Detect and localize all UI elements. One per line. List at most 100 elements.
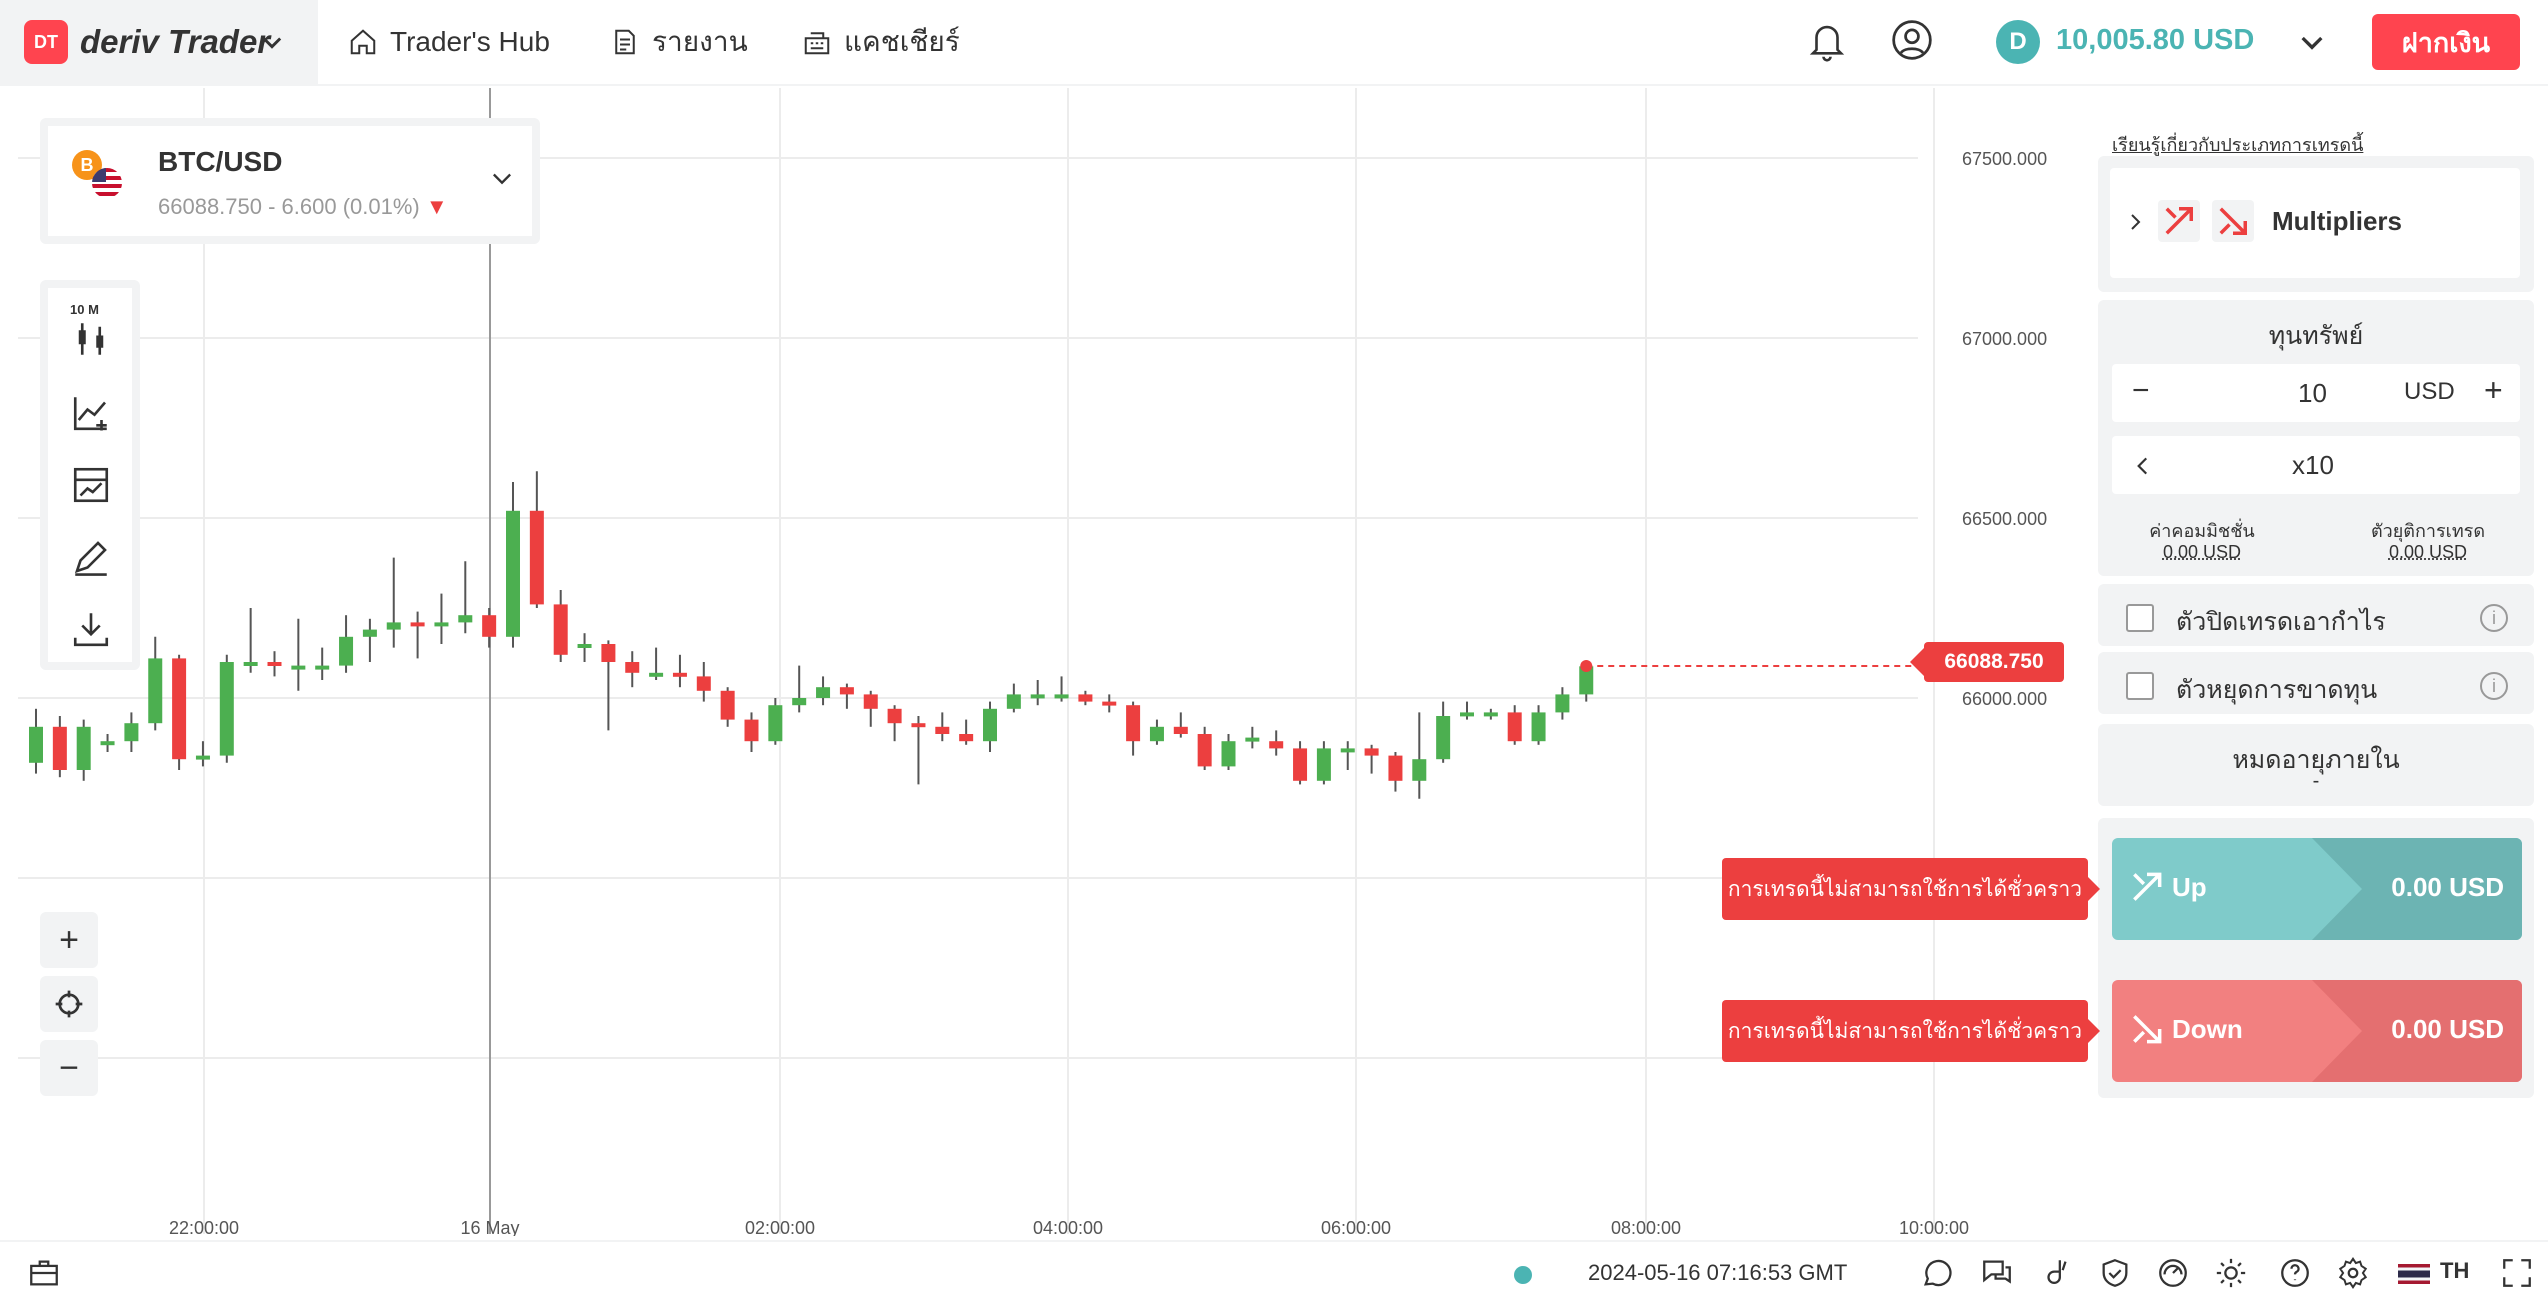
currency-coin-icon: D bbox=[1996, 20, 2040, 64]
candle-body bbox=[696, 676, 711, 691]
candle-body bbox=[482, 615, 497, 637]
y-axis-tick-label: 67500.000 bbox=[1962, 149, 2047, 169]
candle-body bbox=[887, 708, 902, 724]
y-axis-tick-label: 66000.000 bbox=[1962, 689, 2047, 709]
network-status-icon[interactable] bbox=[2156, 1256, 2190, 1290]
templates-icon[interactable] bbox=[70, 464, 112, 506]
candle-body bbox=[1460, 712, 1474, 717]
candle-body bbox=[649, 672, 664, 677]
stop-loss-checkbox[interactable] bbox=[2126, 672, 2154, 700]
responsible-trading-icon[interactable] bbox=[2098, 1256, 2132, 1290]
fullscreen-icon[interactable] bbox=[2500, 1256, 2534, 1290]
learn-trade-type-link[interactable]: เรียนรู้เกี่ยวกับประเภทการเทรดนี้ bbox=[2112, 135, 2364, 155]
candle-body bbox=[386, 622, 401, 630]
candle-body bbox=[1078, 694, 1093, 702]
chevron-down-icon[interactable] bbox=[2296, 26, 2328, 58]
info-icon[interactable]: i bbox=[2480, 604, 2508, 632]
stake-input[interactable]: − 10 USD + bbox=[2112, 364, 2520, 422]
x-axis-tick-label: 08:00:00 bbox=[1611, 1218, 1681, 1236]
candle-body bbox=[243, 662, 258, 666]
candle-body bbox=[625, 662, 640, 673]
take-profit-row[interactable]: ตัวปิดเทรดเอากำไร i bbox=[2098, 584, 2534, 646]
language-selector[interactable]: TH bbox=[2440, 1258, 2470, 1283]
whatsapp-icon[interactable] bbox=[1920, 1256, 1954, 1290]
symbol-price-text: 66088.750 - 6.600 (0.01%) bbox=[158, 194, 420, 219]
down-payout: 0.00 USD bbox=[2391, 1014, 2504, 1044]
take-profit-checkbox[interactable] bbox=[2126, 604, 2154, 632]
stake-increase-button[interactable]: + bbox=[2484, 372, 2503, 408]
settings-icon[interactable] bbox=[2336, 1256, 2370, 1290]
purchase-up-button[interactable]: Up 0.00 USD bbox=[2112, 838, 2522, 940]
purchase-down-button[interactable]: Down 0.00 USD bbox=[2112, 980, 2522, 1082]
account-user-icon[interactable] bbox=[1890, 18, 1934, 62]
x-axis-tick-label: 10:00:00 bbox=[1899, 1218, 1969, 1236]
download-icon[interactable] bbox=[70, 608, 112, 650]
multiplier-up-icon bbox=[2158, 200, 2200, 242]
symbol-name: BTC/USD bbox=[158, 146, 283, 177]
crosshair-icon bbox=[55, 990, 83, 1018]
expiry-box: หมดอายุภายใน - bbox=[2098, 724, 2534, 806]
price-down-arrow-icon: ▼ bbox=[425, 194, 448, 219]
drawing-icon[interactable] bbox=[70, 536, 112, 578]
stake-decrease-button[interactable]: − bbox=[2132, 374, 2150, 407]
candle-body bbox=[935, 726, 950, 734]
help-icon[interactable] bbox=[2278, 1256, 2312, 1290]
zoom-in-button[interactable]: + bbox=[40, 912, 98, 968]
candle-body bbox=[1507, 712, 1522, 742]
commission-label: ค่าคอมมิชชั่น bbox=[2149, 521, 2255, 541]
trade-type-selector[interactable]: Multipliers bbox=[2110, 168, 2520, 278]
us-flag-icon bbox=[92, 168, 122, 198]
trend-down-icon bbox=[2133, 1015, 2162, 1044]
candle-body bbox=[148, 658, 163, 724]
nav-traders-hub[interactable]: Trader's Hub bbox=[348, 22, 550, 62]
candle-body bbox=[124, 723, 139, 742]
candle-body bbox=[1245, 737, 1260, 742]
stake-title: ทุนทรัพย์ bbox=[2268, 322, 2364, 350]
platform-switcher[interactable]: DT deriv Trader bbox=[0, 0, 318, 84]
zoom-out-button[interactable]: − bbox=[40, 1040, 98, 1096]
portfolio-icon[interactable] bbox=[26, 1256, 62, 1290]
indicators-icon[interactable] bbox=[70, 392, 112, 434]
nav-label: แคชเชียร์ bbox=[844, 26, 960, 57]
deposit-button[interactable]: ฝากเงิน bbox=[2372, 14, 2520, 70]
candle-body bbox=[577, 644, 592, 648]
up-label: Up bbox=[2172, 872, 2207, 902]
candle-body bbox=[362, 629, 377, 637]
notification-bell-icon[interactable] bbox=[1806, 18, 1848, 64]
chevron-down-icon bbox=[493, 173, 511, 185]
nav-reports[interactable]: รายงาน bbox=[610, 22, 748, 62]
chevron-left-icon bbox=[2137, 457, 2148, 475]
candle-body bbox=[100, 741, 115, 746]
chat-icon[interactable] bbox=[1980, 1256, 2014, 1290]
nav-label: รายงาน bbox=[652, 26, 748, 57]
candle-body bbox=[52, 726, 67, 770]
connection-status-dot bbox=[1514, 1266, 1532, 1284]
info-icon[interactable]: i bbox=[2480, 672, 2508, 700]
candlestick-icon[interactable] bbox=[70, 318, 112, 360]
candle-body bbox=[816, 687, 831, 698]
theme-icon[interactable] bbox=[2214, 1256, 2248, 1290]
candle-body bbox=[1102, 701, 1117, 706]
symbol-selector[interactable]: B BTC/USD 66088.750 - 6.600 (0.01%) ▼ bbox=[40, 118, 540, 244]
candle-body bbox=[291, 665, 306, 670]
candle-body bbox=[1316, 748, 1331, 781]
stop-loss-row[interactable]: ตัวหยุดการขาดทุน i bbox=[2098, 652, 2534, 714]
reset-view-button[interactable] bbox=[40, 976, 98, 1032]
candle-body bbox=[983, 708, 997, 742]
deriv-go-icon[interactable] bbox=[2040, 1256, 2074, 1290]
chevron-right-icon bbox=[2131, 214, 2141, 230]
candle-body bbox=[339, 636, 354, 666]
candle-body bbox=[1006, 694, 1021, 709]
expiry-value: - bbox=[2312, 770, 2320, 792]
candle-body bbox=[506, 510, 520, 637]
stake-value[interactable]: 10 bbox=[2298, 378, 2327, 408]
down-button-arrow-shape bbox=[2312, 980, 2362, 1082]
candle-body bbox=[267, 662, 282, 666]
nav-cashier[interactable]: แคชเชียร์ bbox=[802, 22, 960, 62]
y-axis-tick-label: 66500.000 bbox=[1962, 509, 2047, 529]
multiplier-selector[interactable]: x10 bbox=[2112, 436, 2520, 494]
down-label: Down bbox=[2172, 1014, 2243, 1044]
price-chart[interactable]: 67500.000 67000.000 66500.000 66000.000 22:0… bbox=[0, 88, 2090, 1236]
account-balance[interactable]: 10,005.80 USD bbox=[2056, 24, 2255, 56]
candle-body bbox=[434, 622, 449, 627]
